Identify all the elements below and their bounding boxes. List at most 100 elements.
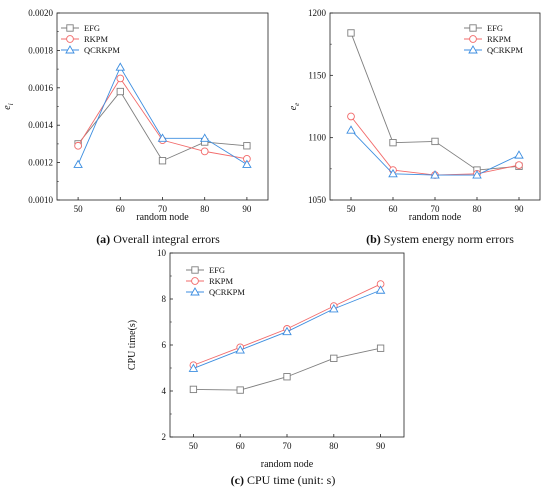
series-qcrkpm	[346, 125, 524, 179]
series-efg	[189, 344, 385, 394]
y-axis-label: CPU time(s)	[127, 320, 138, 370]
x-tick-label: 70	[431, 204, 441, 214]
x-tick-label: 60	[236, 441, 246, 451]
legend-label: QCRKPM	[84, 45, 120, 55]
series-line-qcrkpm	[77, 66, 248, 165]
data-point-qcrkpm	[472, 170, 482, 179]
y-tick-label: 1150	[308, 70, 326, 80]
data-point-efg	[389, 139, 397, 147]
x-tick-label: 50	[74, 204, 84, 214]
data-point-efg	[330, 354, 338, 362]
legend-label: RKPM	[487, 34, 512, 44]
y-tick-label: 0.0020	[28, 8, 53, 18]
caption-text: CPU time (unit: s)	[244, 473, 335, 487]
y-tick-label: 2	[162, 432, 167, 442]
x-axis-label: random node	[136, 212, 189, 223]
y-axis-label-subscript: e	[293, 103, 301, 106]
data-point-efg	[116, 87, 124, 96]
x-tick-label: 80	[200, 204, 210, 214]
y-tick-label: 1100	[308, 133, 326, 143]
data-point-qcrkpm	[235, 345, 245, 354]
y-axis-label-main: e	[2, 105, 13, 110]
caption-letter: (b)	[366, 232, 381, 246]
plot-frame	[169, 252, 405, 438]
circle-marker-icon	[191, 277, 199, 285]
x-tick-label: 50	[347, 204, 357, 214]
data-point-qcrkpm	[199, 133, 210, 142]
caption-letter: (c)	[231, 473, 244, 487]
y-tick-label: 0.0010	[28, 195, 53, 205]
y-tick-label: 1050	[308, 195, 327, 205]
x-axis-label: random node	[261, 459, 314, 470]
data-point-qcrkpm	[388, 168, 398, 178]
chart-panel-b: 50 60 70 80 90 1050 1100 1150 1200 random node ee E…	[288, 8, 541, 246]
y-tick-label: 0.0018	[28, 45, 53, 55]
data-point-efg	[189, 385, 198, 394]
chart-panel-a: 50 60 70 80 90 0.0010 0.0012 0.0014 0.0016 0.0018…	[2, 8, 269, 246]
series-rkpm	[74, 74, 251, 163]
triangle-marker-icon	[65, 45, 75, 54]
x-tick-label: 90	[242, 204, 252, 214]
y-axis-label: ee	[288, 103, 301, 111]
data-point-rkpm	[74, 141, 82, 150]
legend-label: RKPM	[209, 276, 234, 286]
legend-label: RKPM	[84, 34, 109, 44]
legend-label: EFG	[487, 23, 503, 33]
series-line-rkpm	[350, 116, 520, 176]
circle-marker-icon	[66, 35, 74, 43]
x-tick-label: 60	[389, 204, 399, 214]
y-tick-label: 8	[162, 294, 167, 304]
x-axis-label: random node	[409, 212, 462, 223]
y-tick-label: 4	[162, 386, 167, 396]
data-point-qcrkpm	[282, 326, 292, 336]
x-tick-label: 80	[473, 204, 483, 214]
y-tick-label: 0.0012	[28, 158, 53, 168]
data-point-rkpm	[116, 74, 125, 83]
data-point-rkpm	[347, 112, 355, 121]
caption-letter: (a)	[96, 232, 110, 246]
series-qcrkpm	[73, 62, 252, 168]
series-line-rkpm	[77, 77, 247, 160]
y-tick-label: 0.0014	[28, 120, 53, 130]
circle-marker-icon	[469, 35, 477, 43]
square-marker-icon	[469, 24, 477, 32]
square-marker-icon	[66, 24, 74, 32]
data-point-rkpm	[200, 147, 209, 156]
series-line-efg	[77, 90, 247, 162]
x-tick-label: 50	[189, 441, 199, 451]
legend-label: QCRKPM	[487, 45, 523, 55]
data-point-efg	[283, 373, 291, 381]
triangle-marker-icon	[468, 45, 478, 54]
caption-text: System energy norm errors	[381, 232, 514, 246]
data-point-qcrkpm	[115, 62, 126, 71]
data-point-rkpm	[515, 161, 523, 169]
legend-label: EFG	[84, 23, 100, 33]
y-axis-label-main: CPU time(s)	[127, 320, 138, 370]
data-point-efg	[347, 29, 355, 37]
data-point-qcrkpm	[346, 125, 356, 134]
legend-label: QCRKPM	[209, 287, 245, 297]
data-point-efg	[431, 137, 439, 146]
y-axis-label-subscript: i	[7, 103, 15, 105]
figure-caption: (c) CPU time (unit: s)	[231, 473, 336, 487]
data-point-qcrkpm	[514, 150, 524, 159]
series-qcrkpm	[188, 285, 386, 372]
triangle-marker-icon	[190, 287, 200, 296]
data-point-qcrkpm	[73, 159, 83, 168]
data-point-qcrkpm	[242, 159, 252, 168]
data-point-qcrkpm	[329, 303, 339, 313]
x-tick-label: 90	[515, 204, 525, 214]
y-tick-label: 1200	[308, 8, 327, 18]
data-point-efg	[243, 142, 251, 150]
figure-caption: (b) System energy norm errors	[366, 232, 514, 246]
y-axis-label-main: e	[288, 105, 299, 110]
data-point-qcrkpm	[188, 363, 199, 372]
square-marker-icon	[191, 266, 199, 274]
chart-panel-c: 50 60 70 80 90 2 4 6 8 10 random node CPU time(s) EF…	[127, 248, 405, 487]
data-point-qcrkpm	[375, 285, 386, 294]
y-axis-label: ei	[2, 103, 15, 109]
y-tick-label: 0.0016	[28, 83, 53, 93]
x-tick-label: 90	[376, 441, 386, 451]
data-point-qcrkpm	[157, 133, 168, 142]
